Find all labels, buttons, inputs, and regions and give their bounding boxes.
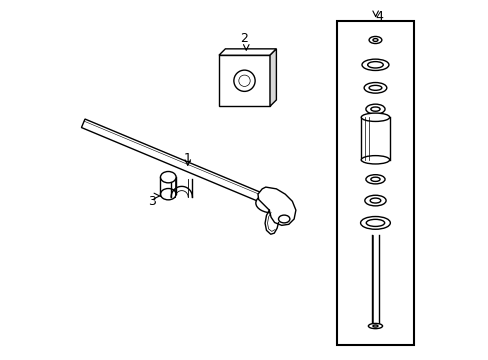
Ellipse shape — [364, 195, 386, 206]
Ellipse shape — [361, 113, 389, 121]
Polygon shape — [219, 49, 276, 55]
Ellipse shape — [278, 215, 289, 223]
Ellipse shape — [361, 59, 388, 71]
Ellipse shape — [238, 75, 250, 86]
Ellipse shape — [160, 171, 176, 183]
Text: 3: 3 — [148, 195, 156, 208]
Text: 1: 1 — [183, 152, 191, 165]
Polygon shape — [258, 187, 295, 225]
Ellipse shape — [255, 193, 289, 213]
Polygon shape — [81, 119, 267, 204]
Text: 4: 4 — [374, 10, 382, 23]
Ellipse shape — [370, 107, 379, 111]
Ellipse shape — [368, 36, 381, 44]
Ellipse shape — [360, 216, 389, 229]
Ellipse shape — [160, 189, 176, 200]
Ellipse shape — [233, 70, 255, 91]
Ellipse shape — [368, 85, 381, 90]
Ellipse shape — [365, 104, 384, 114]
Ellipse shape — [367, 62, 383, 68]
Text: 2: 2 — [240, 32, 248, 45]
Ellipse shape — [370, 177, 379, 181]
Ellipse shape — [361, 156, 389, 164]
Ellipse shape — [366, 219, 384, 226]
Ellipse shape — [365, 175, 384, 184]
Ellipse shape — [364, 82, 386, 93]
Bar — [337, 21, 413, 345]
Ellipse shape — [367, 323, 382, 329]
Ellipse shape — [369, 198, 380, 203]
Ellipse shape — [372, 325, 377, 327]
Polygon shape — [269, 49, 276, 106]
Ellipse shape — [372, 39, 377, 41]
Bar — [219, 55, 269, 106]
